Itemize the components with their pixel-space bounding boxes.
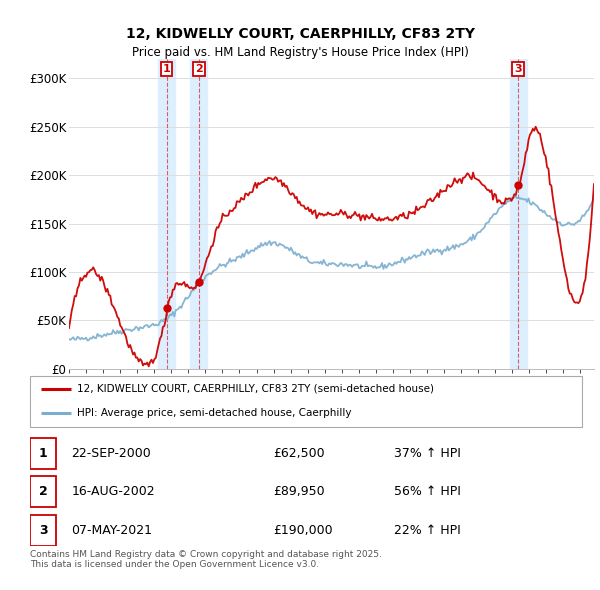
Text: 1: 1: [39, 447, 47, 460]
Bar: [30, 515, 56, 546]
Bar: [158, 59, 175, 369]
Text: 2: 2: [39, 485, 47, 498]
Text: 22-SEP-2000: 22-SEP-2000: [71, 447, 151, 460]
Text: £62,500: £62,500: [273, 447, 325, 460]
Text: 12, KIDWELLY COURT, CAERPHILLY, CF83 2TY: 12, KIDWELLY COURT, CAERPHILLY, CF83 2TY: [125, 27, 475, 41]
Text: Price paid vs. HM Land Registry's House Price Index (HPI): Price paid vs. HM Land Registry's House …: [131, 46, 469, 59]
Text: 3: 3: [514, 64, 522, 74]
Bar: [509, 59, 527, 369]
Text: 37% ↑ HPI: 37% ↑ HPI: [394, 447, 461, 460]
Text: £190,000: £190,000: [273, 525, 332, 537]
Text: 3: 3: [39, 525, 47, 537]
Text: £89,950: £89,950: [273, 485, 325, 498]
Text: 22% ↑ HPI: 22% ↑ HPI: [394, 525, 461, 537]
Text: Contains HM Land Registry data © Crown copyright and database right 2025.
This d: Contains HM Land Registry data © Crown c…: [30, 550, 382, 569]
Text: 12, KIDWELLY COURT, CAERPHILLY, CF83 2TY (semi-detached house): 12, KIDWELLY COURT, CAERPHILLY, CF83 2TY…: [77, 384, 434, 394]
Text: 07-MAY-2021: 07-MAY-2021: [71, 525, 152, 537]
Bar: [30, 438, 56, 469]
Text: 16-AUG-2002: 16-AUG-2002: [71, 485, 155, 498]
Text: 2: 2: [195, 64, 203, 74]
Text: 56% ↑ HPI: 56% ↑ HPI: [394, 485, 461, 498]
Bar: [190, 59, 208, 369]
Text: HPI: Average price, semi-detached house, Caerphilly: HPI: Average price, semi-detached house,…: [77, 408, 352, 418]
Bar: [30, 476, 56, 507]
Text: 1: 1: [163, 64, 170, 74]
